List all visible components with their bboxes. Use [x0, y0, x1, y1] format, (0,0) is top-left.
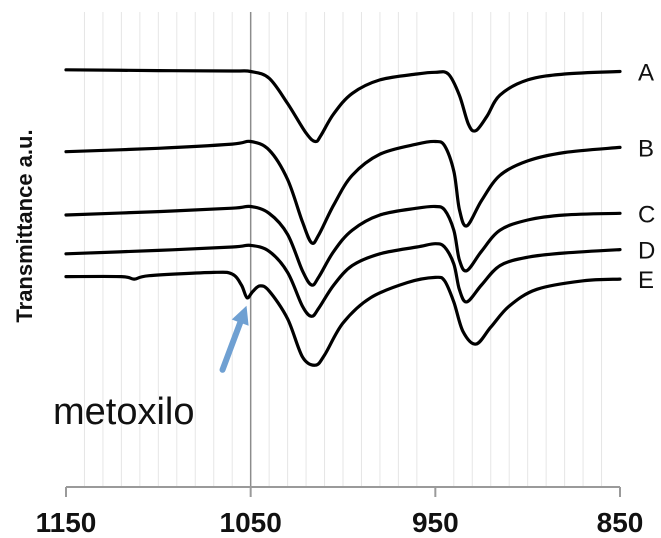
series-line-E [64, 270, 622, 367]
annotation-text: metoxilo [53, 391, 195, 433]
y-axis-label: Transmittance a.u. [12, 129, 37, 322]
series-line-B [64, 139, 622, 245]
series-label-D: D [638, 238, 655, 265]
annotation-arrow [219, 319, 244, 373]
x-ticks: 1150 1050 950 850 [36, 487, 644, 538]
series-line-A [64, 68, 622, 144]
series-label-B: B [638, 135, 654, 162]
series-label-E: E [638, 267, 654, 294]
x-tick-label: 850 [597, 507, 644, 538]
series-labels: A B CDE [638, 59, 655, 294]
series-label-C: C [638, 201, 655, 228]
x-tick-label: 1050 [220, 507, 282, 538]
series-line-C [64, 204, 622, 287]
x-tick-label: 1150 [36, 507, 97, 538]
annotation-arrowhead [231, 305, 249, 326]
annotation-metoxilo: metoxilo [53, 305, 249, 433]
series-line-D [64, 242, 622, 318]
x-tick-label: 950 [412, 507, 459, 538]
series-layer [64, 68, 622, 367]
grid-layer [83, 12, 603, 487]
series-label-A: A [638, 59, 654, 86]
